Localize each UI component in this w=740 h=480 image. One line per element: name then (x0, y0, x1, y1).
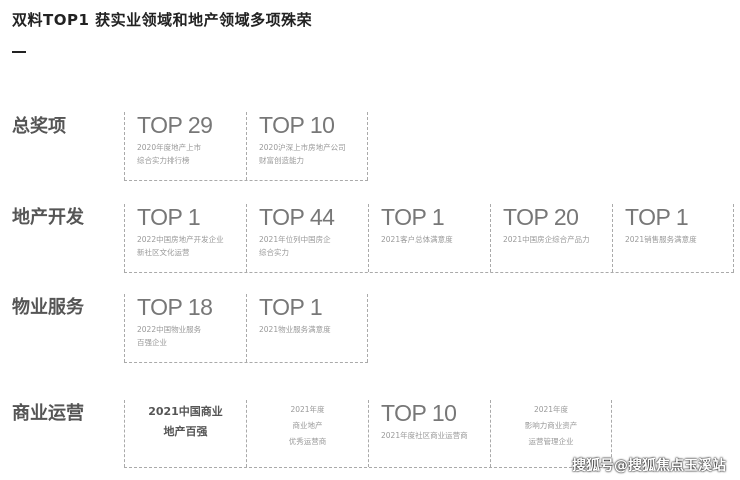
award-card: TOP 1 2022中国房地产开发企业 新社区文化运营 (124, 204, 246, 272)
award-description-line: 2020年度地产上市 (137, 143, 202, 152)
award-rank: TOP 1 (381, 204, 445, 230)
title-divider (12, 51, 26, 53)
award-card: TOP 20 2021中国房企综合产品力 (490, 204, 612, 272)
award-card: TOP 29 2020年度地产上市 综合实力排行榜 (124, 112, 246, 180)
award-line: 2021年度 (290, 405, 325, 414)
award-description-line: 综合实力 (259, 248, 289, 257)
award-line: 2021年度 (533, 405, 569, 414)
award-card: TOP 18 2022中国物业服务 百强企业 (124, 294, 246, 362)
award-description: 2021客户总体满意度 (381, 233, 490, 246)
page-title: 双料TOP1 获实业领域和地产领域多项殊荣 (12, 11, 313, 29)
award-rank: TOP 1 (259, 294, 323, 320)
award-description: 2021销售服务满意度 (625, 233, 733, 246)
award-card: 2021年度 影响力商业资产 运营管理企业 (490, 400, 612, 467)
award-row: 2021中国商业 地产百强 2021年度 商业地产 优秀运营商 TOP 10 2021年度社… (124, 400, 612, 468)
award-description-line: 百强企业 (137, 338, 167, 347)
award-description: 2021物业服务满意度 (259, 323, 367, 336)
award-description-line: 综合实力排行榜 (137, 156, 190, 165)
award-row: TOP 29 2020年度地产上市 综合实力排行榜 TOP 10 2020沪深上市房地产… (124, 112, 368, 181)
award-description-line: 2021年度社区商业运营商 (381, 431, 468, 440)
award-description: 2020年度地产上市 综合实力排行榜 (137, 141, 246, 167)
award-description-line: 2021年位列中国房企 (259, 235, 331, 244)
award-line: 优秀运营商 (288, 437, 327, 446)
award-description: 2022中国物业服务 百强企业 (137, 323, 246, 349)
award-description-line: 新社区文化运营 (137, 248, 190, 257)
category-label: 商业运营 (12, 403, 84, 424)
award-card: TOP 10 2021年度社区商业运营商 (368, 400, 490, 467)
award-line: 商业地产 (292, 421, 323, 430)
award-rank: TOP 29 (137, 112, 213, 138)
award-description-line: 2021中国房企综合产品力 (503, 235, 590, 244)
award-description: 2021中国房企综合产品力 (503, 233, 612, 246)
award-card: TOP 10 2020沪深上市房地产公司 财富创造能力 (246, 112, 368, 180)
category-label: 物业服务 (12, 297, 84, 318)
award-line: 影响力商业资产 (524, 421, 578, 430)
award-row: TOP 1 2022中国房地产开发企业 新社区文化运营 TOP 44 2021年位列中国… (124, 204, 734, 273)
award-card: TOP 44 2021年位列中国房企 综合实力 (246, 204, 368, 272)
category-label: 总奖项 (12, 116, 66, 137)
award-card: TOP 1 2021客户总体满意度 (368, 204, 490, 272)
award-rank: TOP 44 (259, 204, 335, 230)
award-card: TOP 1 2021销售服务满意度 (612, 204, 734, 272)
award-rank: TOP 18 (137, 294, 213, 320)
award-row: TOP 18 2022中国物业服务 百强企业 TOP 1 2021物业服务满意度 (124, 294, 368, 363)
award-description: 2021年度 商业地产优秀运营商 (247, 402, 368, 450)
award-card: TOP 1 2021物业服务满意度 (246, 294, 368, 362)
award-description-line: 2021物业服务满意度 (259, 325, 331, 334)
award-card: 2021中国商业 地产百强 (124, 400, 246, 467)
award-title: 2021中国商业 地产百强 (125, 402, 246, 442)
award-description: 2021年度 影响力商业资产 运营管理企业 (491, 402, 611, 450)
award-rank: TOP 1 (137, 204, 201, 230)
award-rank: TOP 1 (625, 204, 689, 230)
category-label: 地产开发 (12, 207, 84, 228)
award-rank: TOP 10 (381, 400, 457, 426)
award-description: 2022中国房地产开发企业 新社区文化运营 (137, 233, 246, 259)
award-card: 2021年度 商业地产优秀运营商 (246, 400, 368, 467)
award-description-line: 2021销售服务满意度 (625, 235, 697, 244)
award-line: 地产百强 (163, 425, 208, 438)
award-description-line: 2022中国房地产开发企业 (137, 235, 224, 244)
award-description: 2021年度社区商业运营商 (381, 429, 490, 442)
award-description-line: 2020沪深上市房地产公司 (259, 143, 346, 152)
award-rank: TOP 20 (503, 204, 579, 230)
award-description: 2020沪深上市房地产公司 财富创造能力 (259, 141, 367, 167)
award-description-line: 2022中国物业服务 (137, 325, 202, 334)
award-rank: TOP 10 (259, 112, 335, 138)
award-description-line: 财富创造能力 (259, 156, 304, 165)
watermark: 搜狐号@搜狐焦点玉溪站 (572, 458, 726, 474)
award-description: 2021年位列中国房企 综合实力 (259, 233, 368, 259)
award-line: 2021中国商业 (148, 405, 223, 418)
award-line: 运营管理企业 (528, 437, 574, 446)
award-description-line: 2021客户总体满意度 (381, 235, 453, 244)
